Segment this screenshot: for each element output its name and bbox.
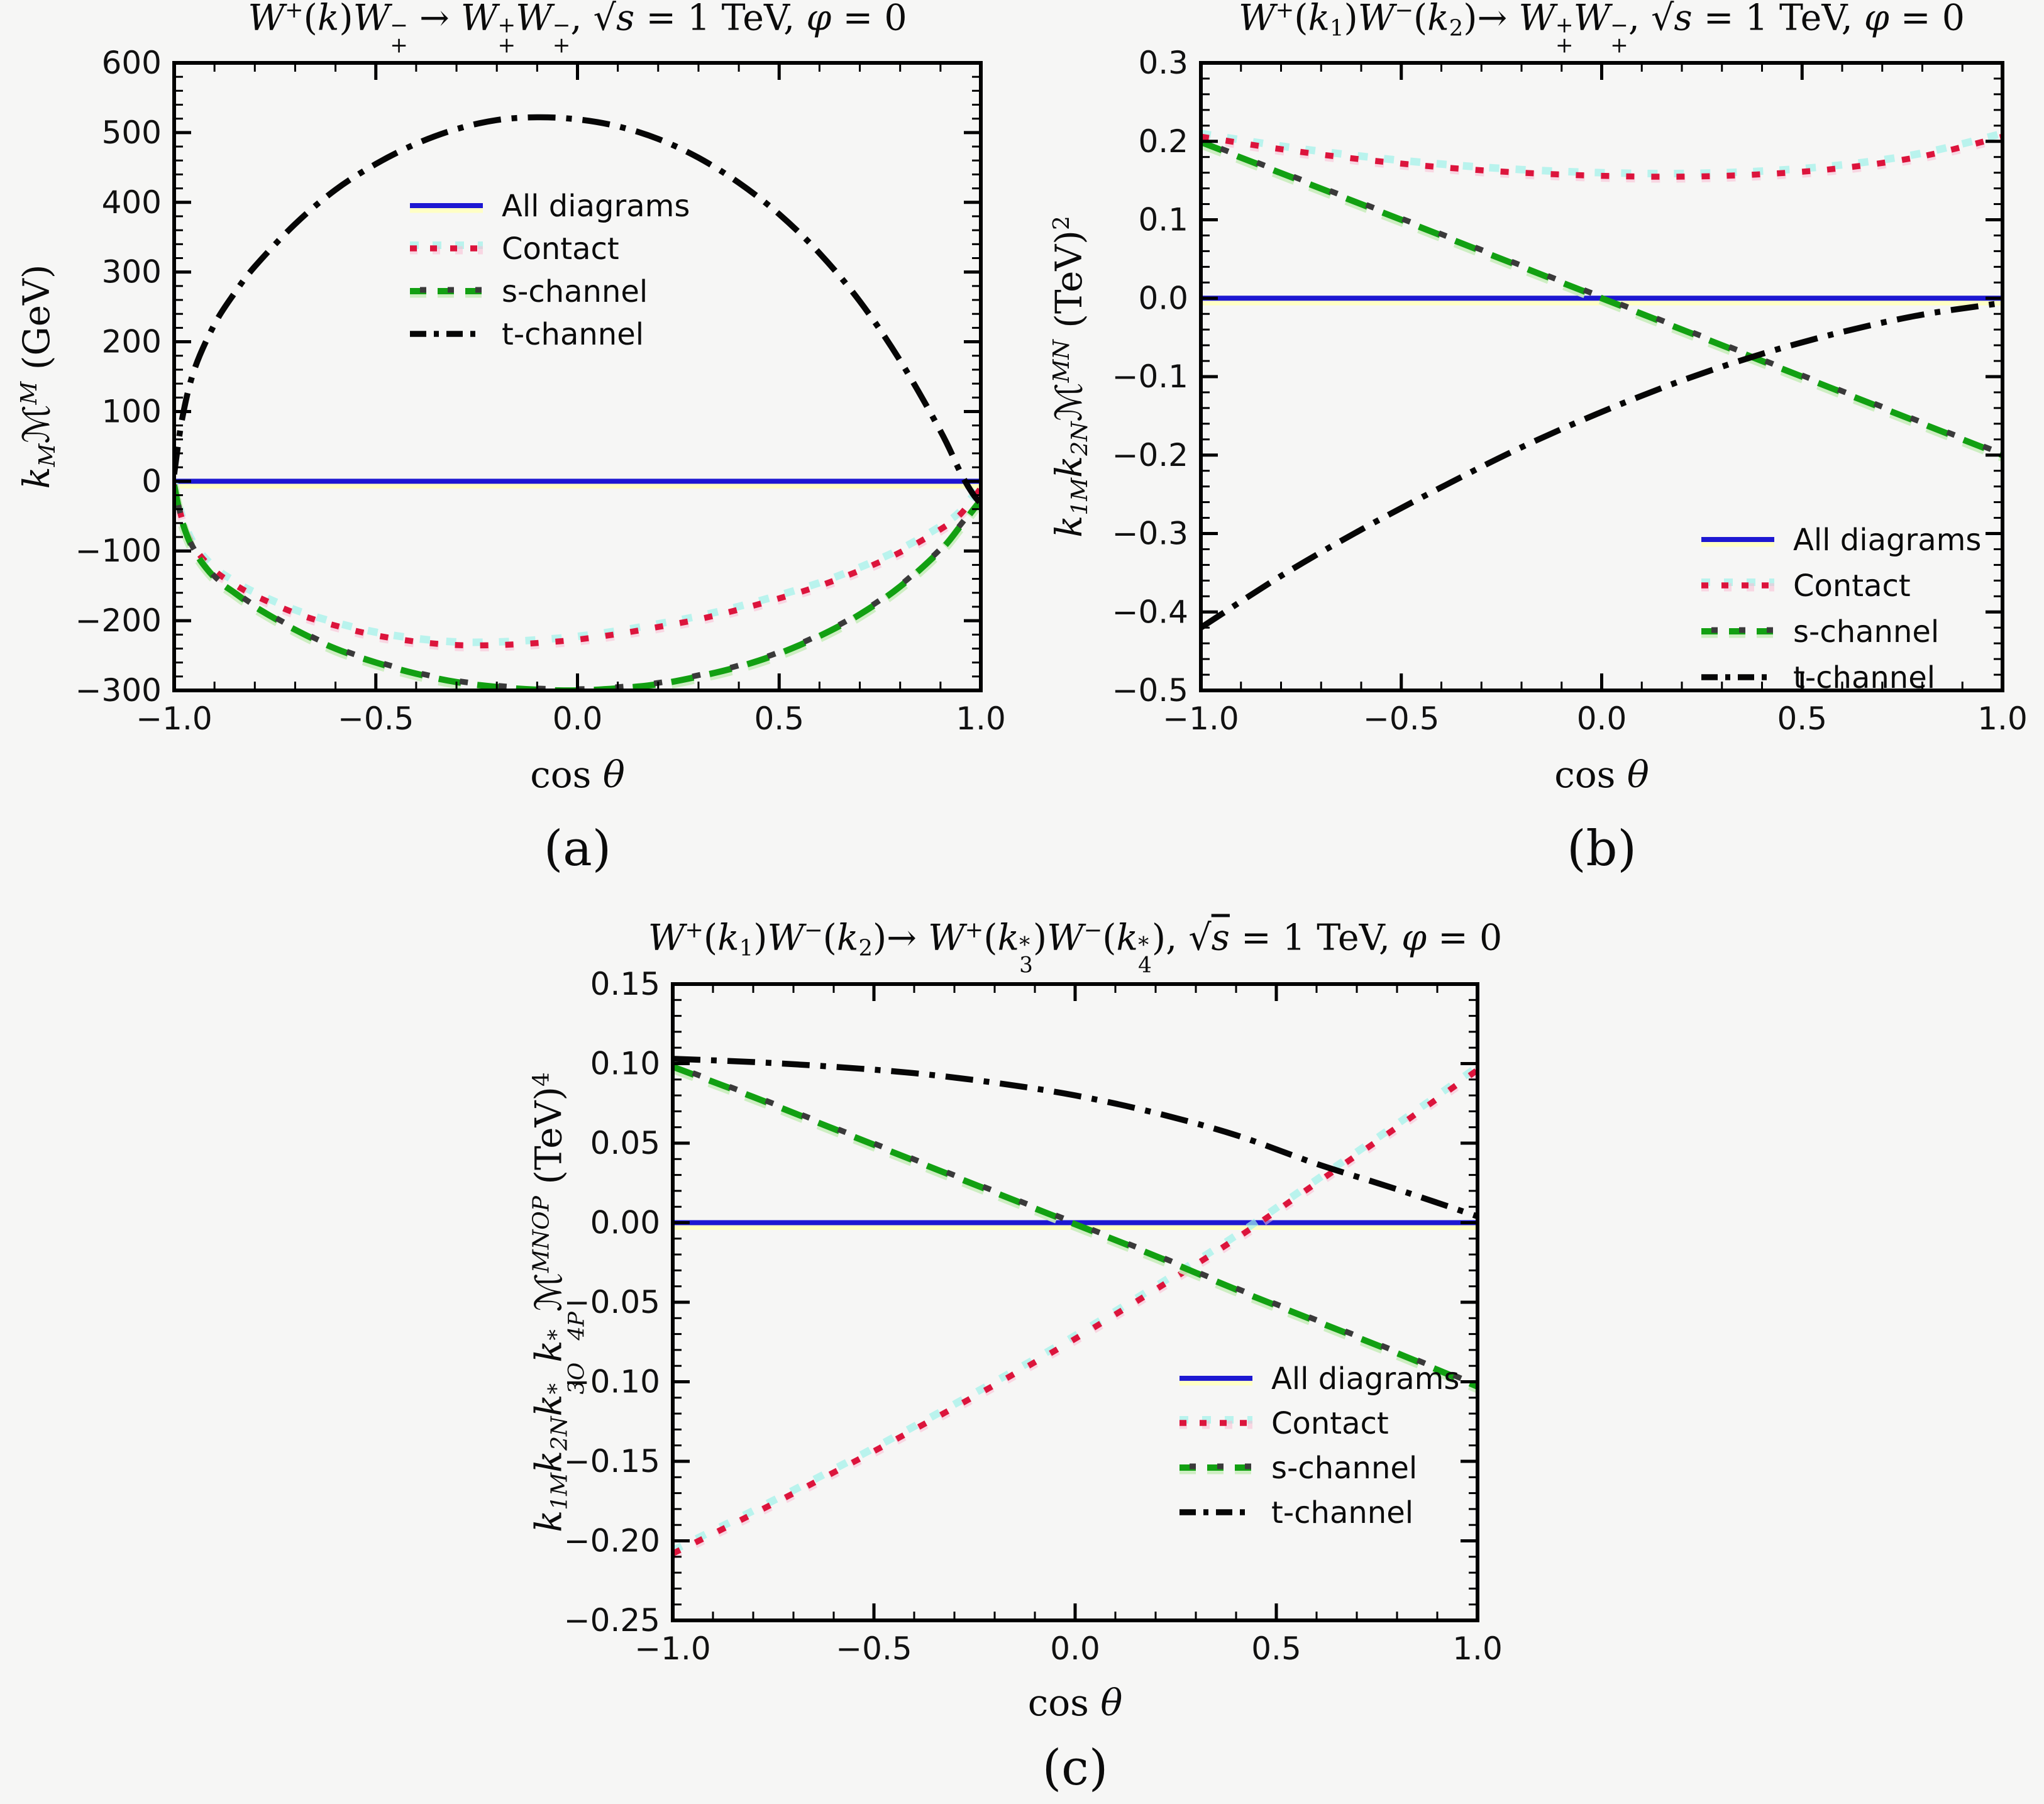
chart-a-frame [172,61,983,692]
chart-b-y-tick-label: −0.5 [1112,672,1188,709]
chart-a-y-tick-label: −100 [75,533,162,569]
chart-c-y-tick-label: −0.10 [564,1364,660,1400]
chart-b-caption: (b) [1567,821,1637,877]
chart-c-y-axis-label: k1Mk2Nk * 3O k * 4P ℳMNOP (TeV)4 [527,1072,590,1532]
chart-b-x-tick-label: 1.0 [1977,700,2028,737]
chart-b-y-tick-label: −0.4 [1112,594,1188,630]
chart-a-x-tick-label: 0.5 [754,700,804,737]
chart-c-y-tick-label: −0.25 [564,1602,660,1639]
chart-a-x-tick-label: −1.0 [136,700,212,737]
chart-c-x-axis-label: cos θ [1027,1681,1123,1724]
chart-c-y-tick-label: −0.05 [564,1284,660,1320]
chart-b-title: W+(k1)W−(k2)→ W + + W − +, √s = 1 TeV, φ = 0 [1238,0,1965,58]
chart-c-title: W+(k1)W−(k2)→ W+(k * 3)W−(k * 4), √s = 1 TeV… [648,917,1503,978]
chart-a-x-tick-label: 1.0 [956,700,1006,737]
chart-a-caption: (a) [543,821,612,877]
chart-c-y-tick-label: −0.15 [564,1443,660,1480]
chart-b-x-tick-label: 0.5 [1777,700,1827,737]
chart-c-y-tick-label: 0.00 [590,1205,660,1241]
chart-c-x-tick-label: −0.5 [836,1630,912,1667]
chart-c: −1.0 −0.5 0.0 0.5 1.0 −0.25 −0.20 −0.15 −0.10 −0.… [564,966,1503,1667]
chart-a-legend-label: All diagrams [502,189,690,224]
chart-b-plot-area [1201,130,2003,631]
chart-c-legend-label: Contact [1271,1406,1389,1441]
chart-a-y-tick-label: 400 [102,184,162,221]
chart-a: −1.0 −0.5 0.0 0.5 1.0 −300 −200 −100 0 100 200 300 4… [75,45,1006,737]
chart-c-legend-label: s-channel [1271,1451,1417,1486]
chart-a-title: W+(k)W − + → W + + W − +, √s = 1 TeV, φ = 0 [248,0,907,58]
chart-a-x-axis-label: cos θ [530,753,625,796]
chart-c-y-tick-label: −0.20 [564,1523,660,1559]
chart-b-x-tick-label: −0.5 [1363,700,1439,737]
chart-c-caption: (c) [1042,1740,1108,1796]
chart-a-y-tick-label: −300 [75,672,162,709]
chart-a-y-tick-label: 100 [102,393,162,429]
chart-c-y-tick-label: 0.05 [590,1125,660,1161]
chart-c-y-tick-label: 0.10 [590,1046,660,1082]
chart-c-x-tick-label: 0.5 [1251,1630,1301,1667]
chart-b-x-tick-label: 0.0 [1577,700,1627,737]
chart-b-y-tick-label: 0.0 [1138,280,1188,316]
chart-a-legend-label: Contact [502,231,619,267]
chart-a-legend: All diagrams Contact s-channel t-channel [410,189,690,352]
chart-a-y-tick-label: 0 [141,463,162,499]
chart-a-y-tick-label: 500 [102,114,162,151]
chart-b-x-axis-label: cos θ [1554,753,1649,796]
chart-c-y-tick-label: 0.15 [590,966,660,1002]
chart-b-y-tick-label: 0.2 [1138,123,1188,160]
chart-a-y-tick-label: −200 [75,602,162,639]
chart-b-y-tick-label: −0.3 [1112,516,1188,552]
chart-a-legend-label: s-channel [502,274,648,309]
chart-c-plot-area [673,1056,1478,1559]
chart-c-x-tick-label: −1.0 [634,1630,710,1667]
chart-a-x-tick-label: −0.5 [338,700,414,737]
chart-b-y-tick-label: 0.3 [1138,45,1188,81]
chart-a-y-tick-label: 200 [102,324,162,360]
chart-b-legend-label: Contact [1793,568,1911,604]
chart-b-legend-label: All diagrams [1793,523,1981,558]
chart-b-legend-label: t-channel [1793,660,1935,695]
chart-b: −1.0 −0.5 0.0 0.5 1.0−0.5−0.4−0.3−0.2−0.10.0… [1112,45,2028,737]
chart-b-y-axis-label: k1Mk2NℳMN (TeV)2 [1047,216,1093,538]
chart-c-legend: All diagrams Contact s-channel t-channel [1179,1361,1459,1530]
chart-b-legend: All diagrams Contact s-channel t-channel [1701,523,1981,695]
chart-c-x-tick-label: 1.0 [1452,1630,1503,1667]
chart-b-legend-label: s-channel [1793,614,1939,650]
chart-a-legend-label: t-channel [502,317,644,352]
chart-b-y-tick-label: 0.1 [1138,202,1188,238]
chart-a-x-tick-label: 0.0 [553,700,603,737]
chart-b-x-tick-label: −1.0 [1163,700,1239,737]
chart-c-legend-label: All diagrams [1271,1361,1459,1397]
chart-c-legend-label: t-channel [1271,1495,1413,1530]
chart-b-y-tick-label: −0.1 [1112,358,1188,395]
chart-a-y-tick-label: 300 [102,254,162,291]
chart-c-x-tick-label: 0.0 [1050,1630,1100,1667]
chart-a-y-tick-label: 600 [102,45,162,81]
chart-a-y-axis-label: kMℳM (GeV) [15,264,60,489]
chart-b-y-tick-label: −0.2 [1112,437,1188,473]
